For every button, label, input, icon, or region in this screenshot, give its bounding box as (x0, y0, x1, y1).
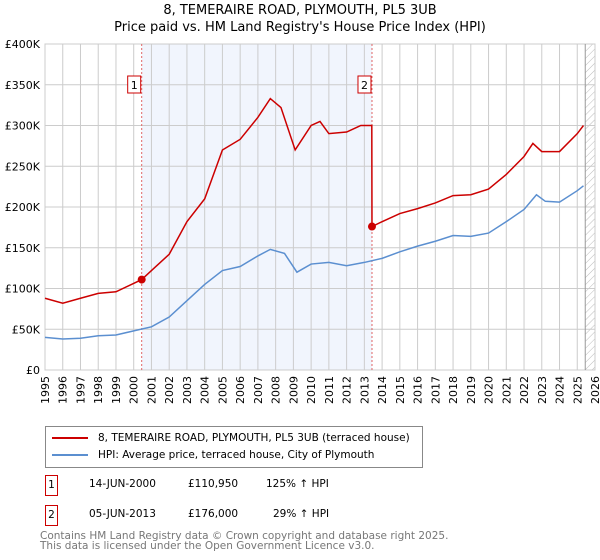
x-tick-label: 1995 (39, 376, 52, 404)
y-tick-label: £0 (26, 364, 40, 377)
x-tick-label: 2017 (429, 376, 442, 404)
x-tick-label: 2016 (412, 376, 425, 404)
sale-point (137, 275, 146, 284)
x-tick-label: 2001 (145, 376, 158, 404)
legend-item-hpi: HPI: Average price, terraced house, City… (52, 447, 374, 463)
legend-swatch (52, 454, 88, 456)
x-tick-label: 2019 (465, 376, 478, 404)
x-tick-label: 2006 (234, 376, 247, 404)
chart-subtitle: Price paid vs. HM Land Registry's House … (114, 20, 486, 35)
legend-item-property: 8, TEMERAIRE ROAD, PLYMOUTH, PL5 3UB (te… (52, 430, 410, 446)
y-tick-label: £300K (5, 120, 41, 133)
legend: 8, TEMERAIRE ROAD, PLYMOUTH, PL5 3UB (te… (45, 426, 423, 468)
x-tick-label: 2018 (447, 376, 460, 404)
x-tick-label: 2009 (287, 376, 300, 404)
y-tick-label: £200K (5, 201, 41, 214)
sale-row-2: 2 05-JUN-2013 £176,000 29% ↑ HPI (45, 505, 445, 526)
legend-label: HPI: Average price, terraced house, City… (98, 449, 375, 461)
sale-hpi: 125% ↑ HPI (266, 478, 329, 490)
sale-price: £176,000 (188, 508, 239, 520)
x-tick-label: 2004 (199, 376, 212, 404)
y-tick-label: £150K (5, 242, 41, 255)
x-tick-label: 2022 (518, 376, 531, 404)
y-tick-label: £100K (5, 283, 41, 296)
x-tick-label: 2024 (554, 376, 567, 404)
footer: Contains HM Land Registry data © Crown c… (40, 530, 449, 552)
series-line (44, 185, 584, 340)
x-tick-label: 2010 (305, 376, 318, 404)
x-tick-label: 2026 (589, 376, 600, 404)
sale-badge: 1 (45, 475, 58, 496)
x-tick-label: 2012 (341, 376, 354, 404)
y-tick-label: £250K (5, 160, 41, 173)
legend-label: 8, TEMERAIRE ROAD, PLYMOUTH, PL5 3UB (te… (98, 432, 410, 444)
sale-badge-box (127, 75, 142, 94)
x-tick-label: 2011 (323, 376, 336, 404)
sale-badge-box (357, 75, 372, 94)
sale-date: 05-JUN-2013 (89, 508, 156, 520)
x-tick-label: 1998 (92, 376, 105, 404)
y-tick-label: £50K (12, 323, 41, 336)
x-tick-label: 2023 (536, 376, 549, 404)
sale-hpi: 29% ↑ HPI (273, 508, 330, 520)
x-tick-label: 1997 (74, 376, 87, 404)
x-tick-label: 2003 (181, 376, 194, 404)
series-line (44, 97, 585, 304)
sale-badge-label: 1 (131, 79, 138, 92)
x-tick-label: 2014 (376, 376, 389, 404)
x-tick-label: 2025 (571, 376, 584, 404)
x-tick-label: 2020 (483, 376, 496, 404)
chart-title: 8, TEMERAIRE ROAD, PLYMOUTH, PL5 3UB (163, 3, 437, 18)
x-tick-label: 2000 (128, 376, 141, 404)
x-tick-label: 2015 (394, 376, 407, 404)
x-tick-label: 1999 (110, 376, 123, 404)
x-tick-label: 2005 (216, 376, 229, 404)
sale-price: £110,950 (188, 478, 239, 490)
x-tick-label: 2013 (358, 376, 371, 404)
x-tick-label: 2002 (163, 376, 176, 404)
sale-row-1: 1 14-JUN-2000 £110,950 125% ↑ HPI (45, 475, 445, 496)
legend-swatch (52, 437, 88, 439)
footer-line: This data is licensed under the Open Gov… (40, 540, 375, 552)
x-tick-label: 1996 (57, 376, 70, 404)
plot-area: 1995 1996 1997 1998 1999 2000 2001 2002 2003 2004… (5, 38, 600, 404)
x-tick-label: 2008 (270, 376, 283, 404)
sale-date: 14-JUN-2000 (89, 478, 156, 490)
sale-badge: 2 (45, 505, 58, 526)
y-tick-label: £350K (5, 79, 41, 92)
sale-point (367, 222, 376, 231)
x-tick-label: 2007 (252, 376, 265, 404)
y-tick-label: £400K (5, 38, 41, 51)
footer-line: Contains HM Land Registry data © Crown c… (40, 530, 449, 542)
sale-badge-label: 2 (361, 79, 368, 92)
x-tick-label: 2021 (500, 376, 513, 404)
